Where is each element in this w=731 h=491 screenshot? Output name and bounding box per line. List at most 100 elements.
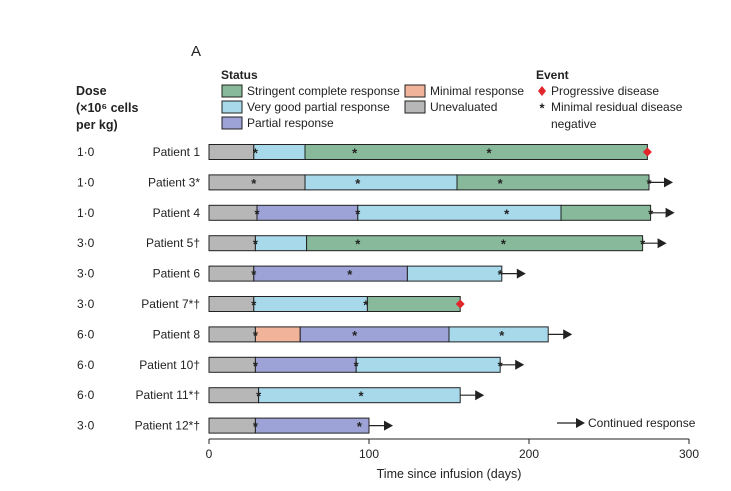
legend-progressive-marker xyxy=(538,86,546,96)
bar-segment-unevaluated xyxy=(208,174,306,191)
mrd-negative-marker: * xyxy=(358,389,364,404)
bar-segment-unevaluated xyxy=(208,144,255,160)
legend-label-mrd-line-1: Minimal residual disease xyxy=(551,100,683,114)
x-tick-label: 100 xyxy=(359,447,379,461)
mrd-negative-marker: * xyxy=(355,206,361,221)
legend-label-progressive: Progressive disease xyxy=(551,84,659,98)
continued-legend-arrowhead xyxy=(576,418,585,428)
legend-event-title: Event xyxy=(536,68,569,82)
patient-row: 1·0 Patient 4 * * * * xyxy=(77,204,675,221)
dose-label: 1·0 xyxy=(77,145,95,159)
bar-segment-unevaluated xyxy=(208,204,258,221)
bar-segment-very-good-partial xyxy=(253,296,368,312)
legend-label-minimal: Minimal response xyxy=(430,84,524,98)
x-tick-label: 0 xyxy=(206,447,213,461)
bar-segment-stringent-complete xyxy=(366,296,461,312)
legend-swatch-minimal xyxy=(404,84,426,98)
bar-segment-very-good-partial xyxy=(355,356,501,373)
mrd-negative-marker: * xyxy=(498,358,504,373)
patient-label: Patient 4 xyxy=(153,206,201,220)
mrd-negative-marker: * xyxy=(354,358,360,373)
x-tick-label: 300 xyxy=(679,447,699,461)
bar-segment-stringent-complete xyxy=(456,174,650,191)
dose-label: 6·0 xyxy=(77,327,95,341)
dose-label: 3·0 xyxy=(77,267,95,281)
patient-row: 3·0 Patient 5† * * * * xyxy=(77,235,667,252)
mrd-negative-marker: * xyxy=(352,146,358,161)
legend-label-very-good-partial: Very good partial response xyxy=(247,100,390,114)
mrd-negative-marker: * xyxy=(253,358,259,373)
continued-arrowhead xyxy=(475,390,485,401)
legend-label-partial: Partial response xyxy=(247,116,334,130)
legend: Status Stringent complete response Very … xyxy=(221,68,683,131)
mrd-negative-marker: * xyxy=(254,206,260,221)
mrd-negative-marker: * xyxy=(253,328,259,343)
dose-label: 6·0 xyxy=(77,388,95,402)
mrd-negative-marker: * xyxy=(352,328,358,343)
mrd-negative-marker: * xyxy=(253,237,259,252)
bar-segment-partial xyxy=(256,204,359,221)
continued-arrowhead xyxy=(657,238,667,249)
patient-row: 1·0 Patient 1 * * * xyxy=(77,144,652,161)
bar-segment-very-good-partial xyxy=(304,174,458,191)
bar-segment-very-good-partial xyxy=(254,235,308,252)
mrd-negative-marker: * xyxy=(253,146,259,161)
mrd-negative-marker: * xyxy=(355,237,361,252)
bar-segment-minimal xyxy=(254,326,301,343)
legend-status-title: Status xyxy=(221,68,258,82)
bar-segment-very-good-partial xyxy=(253,144,306,160)
x-axis: 0 100 200 300 Time since infusion (days) xyxy=(206,438,699,481)
mrd-negative-marker: * xyxy=(640,237,646,252)
dose-label: 1·0 xyxy=(77,175,95,189)
bar-segment-partial xyxy=(254,417,370,434)
mrd-negative-marker: * xyxy=(251,267,257,282)
x-ticks: 0 100 200 300 xyxy=(206,439,699,461)
bar-segment-unevaluated xyxy=(208,265,255,282)
mrd-negative-marker: * xyxy=(347,267,353,282)
patient-row: 3·0 Patient 12*† * * xyxy=(77,417,393,434)
bar-segment-unevaluated xyxy=(208,235,256,252)
mrd-negative-marker: * xyxy=(357,419,363,434)
bar-segment-unevaluated xyxy=(208,387,260,404)
continued-arrowhead xyxy=(665,207,675,218)
x-tick-label: 200 xyxy=(519,447,539,461)
legend-swatch-partial xyxy=(221,116,243,130)
continued-arrowhead xyxy=(563,329,573,340)
continued-arrowhead xyxy=(384,420,393,431)
legend-mrd-marker: * xyxy=(539,101,545,116)
dose-label: 6·0 xyxy=(77,358,95,372)
legend-label-unevaluated: Unevaluated xyxy=(430,100,497,114)
legend-swatch-unevaluated xyxy=(404,100,426,114)
bar-segment-very-good-partial xyxy=(406,265,503,282)
x-axis-label: Time since infusion (days) xyxy=(377,467,522,481)
bar-segment-partial xyxy=(254,356,357,373)
bar-segment-very-good-partial xyxy=(357,204,562,221)
mrd-negative-marker: * xyxy=(251,176,257,191)
mrd-negative-marker: * xyxy=(646,176,652,191)
continued-legend-label: Continued response xyxy=(588,416,696,430)
dose-header-line-2: (×10⁶ cells xyxy=(76,101,138,115)
mrd-negative-marker: * xyxy=(648,206,654,221)
mrd-negative-marker: * xyxy=(251,298,257,313)
progressive-disease-marker xyxy=(455,299,465,309)
patient-row: 3·0 Patient 6 * * * xyxy=(77,265,526,282)
patient-rows: 1·0 Patient 1 * * * 1·0 Patient 3* * * * * 1·0 Patie… xyxy=(77,144,675,434)
patient-row: 6·0 Patient 8 * * * xyxy=(77,326,573,343)
continued-arrowhead xyxy=(664,177,673,188)
patient-row: 3·0 Patient 7*† * * xyxy=(77,296,465,313)
dose-label: 3·0 xyxy=(77,297,95,311)
continued-legend: Continued response xyxy=(557,416,696,430)
bar-segment-unevaluated xyxy=(208,326,256,343)
bar-segment-unevaluated xyxy=(208,417,256,434)
bar-segment-unevaluated xyxy=(208,296,255,312)
patient-label: Patient 10† xyxy=(139,358,200,372)
patient-row: 6·0 Patient 11*† * * xyxy=(77,387,485,404)
dose-header: Dose (×10⁶ cells per kg) xyxy=(76,84,138,132)
mrd-negative-marker: * xyxy=(504,206,510,221)
continued-arrowhead xyxy=(516,268,526,279)
patient-label: Patient 5† xyxy=(146,236,200,250)
dose-header-line-3: per kg) xyxy=(76,118,118,132)
dose-header-line-1: Dose xyxy=(76,84,107,98)
patient-label: Patient 11*† xyxy=(136,388,201,402)
